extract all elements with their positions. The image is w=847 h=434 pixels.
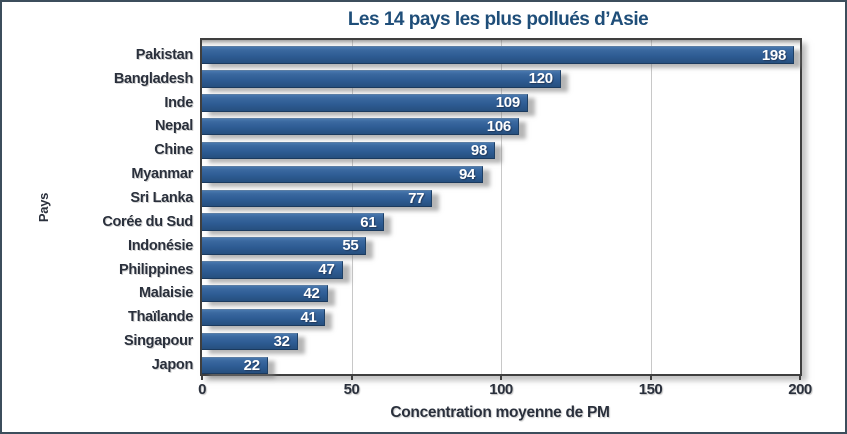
gridline bbox=[501, 40, 502, 374]
category-label: Sri Lanka bbox=[130, 190, 193, 207]
bar-value-label: 61 bbox=[360, 213, 377, 231]
bar: 41 bbox=[202, 308, 325, 327]
category-label: Inde bbox=[164, 94, 193, 111]
bar-value-label: 47 bbox=[318, 261, 335, 279]
category-label: Malaisie bbox=[138, 285, 193, 302]
bar-value-label: 22 bbox=[243, 356, 260, 374]
bar: 77 bbox=[202, 189, 433, 207]
category-label: Japon bbox=[151, 357, 194, 374]
plot-area: 198 120 109 106 98 94 77 61 55 47 42 41 32 22 bbox=[200, 38, 802, 376]
category-label: Pakistan bbox=[135, 46, 194, 63]
bar-value-label: 198 bbox=[761, 46, 787, 64]
tick-mark bbox=[350, 376, 353, 380]
category-label: Chine bbox=[154, 142, 193, 159]
tick-label: 200 bbox=[788, 381, 812, 398]
bar-value-label: 106 bbox=[486, 118, 511, 136]
bar: 61 bbox=[202, 213, 385, 231]
category-label: Philippines bbox=[118, 261, 193, 278]
bar-value-label: 120 bbox=[528, 70, 553, 88]
tick-mark bbox=[500, 376, 502, 380]
plot-inner-shadow bbox=[202, 40, 800, 47]
bar-value-label: 42 bbox=[303, 285, 320, 303]
gridline bbox=[351, 40, 353, 374]
bar-value-label: 41 bbox=[300, 309, 317, 327]
bar: 106 bbox=[202, 117, 519, 136]
bar: 55 bbox=[202, 237, 367, 255]
y-axis-category-labels: Pakistan Bangladesh Inde Nepal Chine Myanmar S… bbox=[2, 40, 193, 374]
tick-label: 50 bbox=[343, 381, 360, 398]
tick-label: 0 bbox=[198, 381, 206, 398]
category-label: Thaïlande bbox=[128, 309, 193, 326]
gridline bbox=[650, 40, 652, 374]
bar: 94 bbox=[202, 165, 484, 184]
category-label: Singapour bbox=[124, 333, 193, 350]
bar-value-label: 109 bbox=[495, 94, 520, 112]
tick-label: 150 bbox=[638, 381, 663, 398]
category-label: Myanmar bbox=[131, 166, 193, 183]
tick-label: 100 bbox=[489, 381, 513, 398]
bar: 198 bbox=[202, 46, 795, 64]
tick-mark bbox=[649, 376, 652, 380]
x-axis-ticks: 0 50 100 150 200 bbox=[198, 376, 812, 402]
bar: 47 bbox=[202, 261, 343, 279]
bar: 42 bbox=[202, 284, 328, 303]
bar-value-label: 98 bbox=[470, 142, 488, 160]
bar: 98 bbox=[202, 141, 496, 160]
bar-value-label: 32 bbox=[273, 332, 290, 350]
bar-value-label: 77 bbox=[408, 189, 425, 207]
bar-value-label: 55 bbox=[342, 237, 359, 255]
tick-mark bbox=[799, 376, 801, 380]
category-label: Indonésie bbox=[128, 237, 193, 254]
bar-value-label: 94 bbox=[458, 165, 476, 183]
x-axis-title: Concentration moyenne de PM bbox=[390, 404, 610, 421]
category-label: Bangladesh bbox=[113, 70, 193, 87]
plot-inner: 198 120 109 106 98 94 77 61 55 47 42 41 32 22 bbox=[202, 40, 800, 374]
category-label: Corée du Sud bbox=[102, 213, 193, 230]
bar: 120 bbox=[202, 70, 561, 88]
tick-mark bbox=[201, 376, 203, 380]
chart-title: Les 14 pays les plus pollués d’Asie bbox=[347, 9, 649, 30]
bar: 32 bbox=[202, 332, 298, 351]
bar: 109 bbox=[202, 94, 528, 112]
category-label: Nepal bbox=[155, 118, 193, 135]
bar: 22 bbox=[202, 356, 268, 374]
